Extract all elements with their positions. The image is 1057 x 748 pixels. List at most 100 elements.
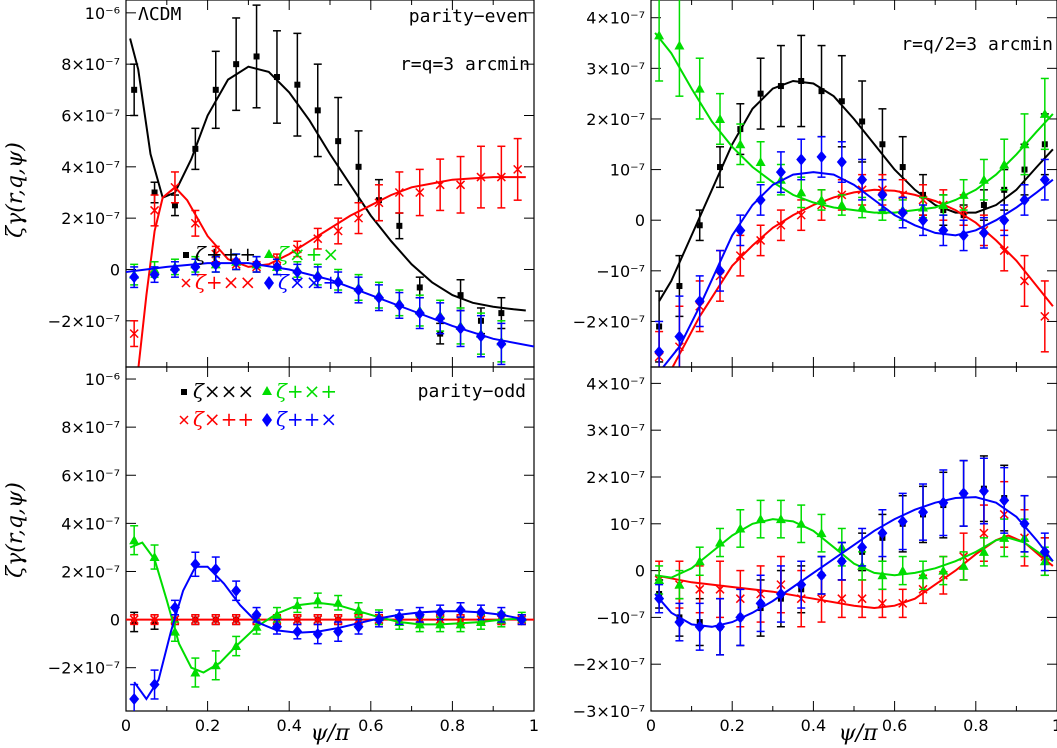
data-point <box>394 299 404 311</box>
series-ζ×++ <box>655 482 1053 627</box>
y-tick-label: 2×10⁻⁷ <box>586 468 645 487</box>
data-point <box>756 157 766 166</box>
data-point <box>292 626 302 638</box>
data-point <box>695 621 705 633</box>
legend-marker <box>262 413 272 427</box>
y-tick-label: 8×10⁻⁷ <box>61 418 120 437</box>
data-point <box>313 628 323 640</box>
panel-annotation: parity−even <box>409 6 528 27</box>
y-tick-label: 4×10⁻⁷ <box>61 158 120 177</box>
panel-annotation: ΛCDM <box>138 4 182 25</box>
data-point <box>129 693 139 705</box>
y-axis-title-top: ζγ(r,q,ψ) <box>3 142 28 238</box>
legend: ζ××× ζ×++ ζ+×+ ζ++× <box>180 379 337 431</box>
x-axis-title-right: ψ/π <box>838 721 878 746</box>
data-point <box>396 223 402 229</box>
legend-marker <box>181 389 187 395</box>
x-tick-label: 0.8 <box>440 716 465 735</box>
data-point <box>715 265 725 277</box>
data-point <box>717 164 723 170</box>
y-tick-label: −3×10⁻⁷ <box>573 702 645 721</box>
data-point <box>129 535 139 544</box>
data-point <box>233 61 239 67</box>
y-tick-label: 3×10⁻⁷ <box>586 421 645 440</box>
data-point <box>415 307 425 319</box>
data-point <box>254 53 260 59</box>
data-point <box>938 497 948 509</box>
data-point <box>900 164 906 170</box>
x-tick-label: 0 <box>646 716 656 735</box>
data-point <box>859 118 865 124</box>
data-point <box>817 528 827 537</box>
data-point <box>857 203 867 212</box>
data-point <box>697 222 703 228</box>
data-point <box>819 88 825 94</box>
data-point <box>417 284 423 290</box>
data-point <box>879 141 885 147</box>
data-point <box>796 187 806 196</box>
model-curve <box>655 536 1053 609</box>
data-point <box>374 292 384 304</box>
data-point <box>150 269 160 281</box>
data-point <box>756 194 766 206</box>
panel-top-right: −2×10⁻⁷−10⁻⁷010⁻⁷2×10⁻⁷3×10⁻⁷4×10⁻⁷r=q/2… <box>573 0 1057 387</box>
plot-frame <box>651 367 1057 711</box>
data-point <box>333 598 343 607</box>
y-tick-label: 6×10⁻⁷ <box>61 106 120 125</box>
series-ζ++× <box>129 552 527 713</box>
data-point <box>817 151 827 163</box>
data-point <box>735 139 745 148</box>
data-point <box>456 323 466 335</box>
data-point <box>654 346 664 358</box>
x-tick-label: 0.4 <box>276 716 301 735</box>
y-tick-label: 4×10⁻⁷ <box>61 514 120 533</box>
data-point <box>756 597 766 609</box>
y-axis-title-bottom: ζγ(r,q,ψ) <box>3 482 28 578</box>
model-curve <box>655 519 1053 578</box>
data-point <box>131 87 137 93</box>
legend-label: ζ××+ <box>278 270 339 294</box>
data-point <box>837 200 847 209</box>
y-tick-label: −2×10⁻⁷ <box>573 312 645 331</box>
legend-marker <box>182 279 190 287</box>
model-curve <box>134 567 526 699</box>
x-tick-label: 0.2 <box>719 716 744 735</box>
data-point <box>758 91 764 97</box>
y-tick-label: 0 <box>635 211 645 230</box>
data-point <box>354 284 364 296</box>
model-curve <box>655 497 1053 627</box>
y-tick-label: 10⁻⁷ <box>610 161 645 180</box>
data-point <box>839 98 845 104</box>
data-point <box>313 595 323 604</box>
data-point <box>274 74 280 80</box>
data-point <box>476 330 486 342</box>
data-point <box>211 660 221 669</box>
y-tick-label: −2×10⁻⁷ <box>48 659 120 678</box>
y-tick-label: −10⁻⁷ <box>596 262 645 281</box>
series-ζ××× <box>655 456 1049 655</box>
panel-bottom-right: 00.20.40.60.81−3×10⁻⁷−2×10⁻⁷−10⁻⁷010⁻⁷2×… <box>573 367 1057 735</box>
data-point <box>817 195 827 204</box>
data-point <box>735 224 745 236</box>
legend-marker <box>183 252 189 258</box>
y-tick-label: 4×10⁻⁷ <box>586 374 645 393</box>
data-point <box>315 107 321 113</box>
data-point <box>356 164 362 170</box>
data-point <box>676 283 682 289</box>
legend-label: ζ+×+ <box>276 379 337 403</box>
data-point <box>979 175 989 184</box>
data-point <box>695 556 705 565</box>
data-point <box>674 616 684 628</box>
data-point <box>735 611 745 623</box>
data-point <box>294 82 300 88</box>
data-point <box>857 174 867 186</box>
data-point <box>335 138 341 144</box>
data-point <box>959 229 969 241</box>
data-point <box>796 579 806 591</box>
panel-annotation: r=q/2=3 arcmin <box>901 34 1053 55</box>
y-tick-label: 0 <box>110 611 120 630</box>
data-point <box>798 78 804 84</box>
legend-label: ζ++× <box>276 407 337 431</box>
legend-label: ζ+++ <box>195 242 256 266</box>
legend-marker <box>262 386 272 395</box>
